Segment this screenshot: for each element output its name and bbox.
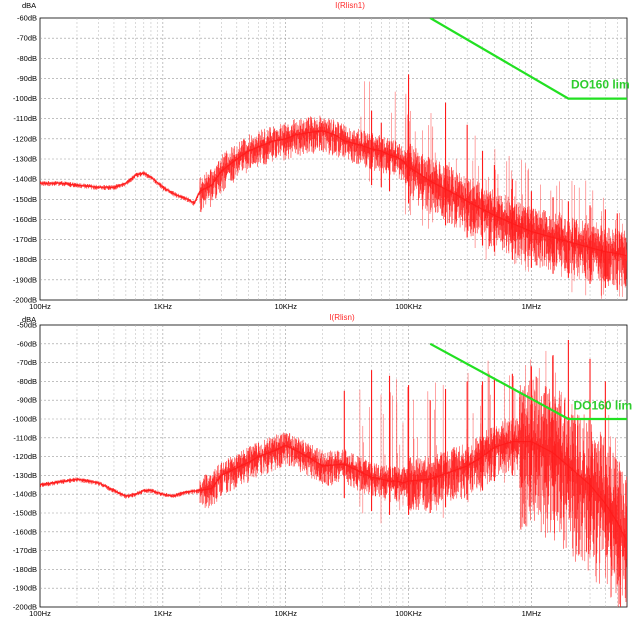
- y-tick-label: -140dB: [13, 175, 37, 184]
- chart-top-i-rlisn1: dBA I(Rlisn1) -60dB -70dB -80dB -90dB -100dB…: [13, 1, 630, 311]
- y-unit-label: dBA: [22, 315, 36, 324]
- y-tick-label: -140dB: [13, 490, 37, 499]
- y-tick-label: -160dB: [13, 215, 37, 224]
- y-tick-label: -90dB: [17, 396, 37, 405]
- series-noise-trace: [40, 115, 627, 288]
- x-tick-label: 1MHz: [522, 609, 542, 617]
- plot-frame: [39, 324, 628, 608]
- series-line: [40, 130, 627, 257]
- y-tick-label: -60dB: [17, 14, 37, 23]
- chart-title: I(Rlisn): [329, 313, 355, 322]
- y-tick-label: -200dB: [13, 296, 37, 305]
- y-tick-label: -120dB: [13, 134, 37, 143]
- y-tick-label: -150dB: [13, 195, 37, 204]
- y-tick-label: -130dB: [13, 471, 37, 480]
- y-tick-label: -120dB: [13, 452, 37, 461]
- chart-title: I(Rlisn1): [335, 1, 365, 10]
- y-tick-label: -90dB: [17, 74, 37, 83]
- x-tick-label: 100Hz: [29, 302, 51, 311]
- limit-line: [429, 342, 627, 421]
- chart-bottom-i-rlisn: dBA I(Rlisn) -50dB -60dB -70dB -80dB -90dB -1…: [13, 313, 632, 617]
- y-tick-label: -170dB: [13, 546, 37, 555]
- y-tick-label: -100dB: [13, 94, 37, 103]
- x-tick-label: 10KHz: [274, 609, 297, 617]
- plot-area: [40, 340, 627, 607]
- x-tick-label: 10KHz: [274, 302, 297, 311]
- y-tick-label: -150dB: [13, 509, 37, 518]
- y-tick-label: -190dB: [13, 584, 37, 593]
- limit-line: [429, 18, 627, 100]
- plot-area: [40, 18, 627, 299]
- y-tick-label: -100dB: [13, 415, 37, 424]
- x-tick-label: 1MHz: [522, 302, 542, 311]
- y-tick-label: -180dB: [13, 255, 37, 264]
- y-unit-label: dBA: [22, 1, 36, 10]
- series-line: [40, 440, 627, 542]
- y-tick-label: -110dB: [13, 114, 37, 123]
- y-tick-label: -70dB: [17, 34, 37, 43]
- x-tick-label: 100Hz: [29, 609, 51, 617]
- y-tick-label: -80dB: [17, 54, 37, 63]
- x-tick-label: 1KHz: [154, 302, 173, 311]
- y-tick-label: -180dB: [13, 565, 37, 574]
- x-tick-label: 100KHz: [395, 302, 422, 311]
- y-tick-label: -160dB: [13, 527, 37, 536]
- x-tick-label: 1KHz: [154, 609, 173, 617]
- y-tick-label: -80dB: [17, 377, 37, 386]
- y-tick-label: -170dB: [13, 235, 37, 244]
- y-tick-label: -190dB: [13, 275, 37, 284]
- y-tick-label: -60dB: [17, 339, 37, 348]
- y-tick-label: -110dB: [13, 433, 37, 442]
- y-tick-label: -200dB: [13, 603, 37, 612]
- y-tick-label: -50dB: [17, 321, 37, 330]
- limit-label: DO160 lim: [573, 398, 632, 412]
- y-tick-label: -130dB: [13, 155, 37, 164]
- limit-label: DO160 lim: [571, 78, 630, 92]
- x-tick-label: 100KHz: [395, 609, 422, 617]
- y-tick-label: -70dB: [17, 358, 37, 367]
- series-noise-trace: [40, 376, 627, 607]
